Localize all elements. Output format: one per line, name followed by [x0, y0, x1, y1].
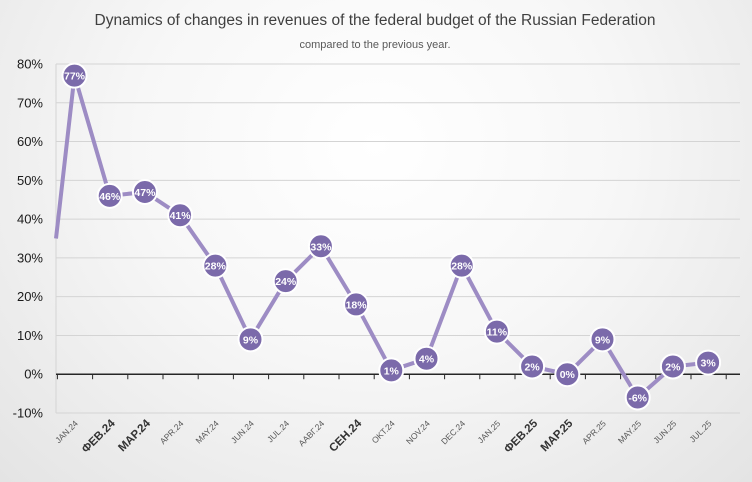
y-tick-label: 60% — [17, 134, 43, 149]
y-tick-label: 30% — [17, 250, 43, 265]
data-label: 33% — [310, 241, 332, 253]
x-tick-label: JAN.25 — [476, 418, 503, 445]
x-tick-label: JUN.24 — [229, 418, 256, 445]
data-point — [96, 182, 123, 209]
x-tick-label: DEC.24 — [439, 418, 467, 446]
x-tick-label: APR.25 — [580, 418, 608, 446]
data-point — [131, 178, 158, 205]
data-label: 28% — [451, 261, 473, 273]
y-axis-ticks: 80% 70% 60% 50% 40% 30% 20% 10% 0% -10% — [13, 57, 44, 421]
y-tick-label: 70% — [17, 95, 43, 110]
y-tick-label: 80% — [17, 57, 43, 72]
data-point — [307, 233, 334, 260]
data-label: 9% — [595, 334, 611, 346]
data-point — [202, 252, 229, 279]
data-label: 4% — [419, 354, 435, 366]
y-tick-label: -10% — [13, 406, 44, 421]
x-tick-label: ФЕВ.24 — [80, 417, 118, 455]
data-label: 0% — [560, 369, 576, 381]
data-point — [448, 252, 475, 279]
data-label: 41% — [170, 210, 192, 222]
y-tick-label: 40% — [17, 212, 43, 227]
chart-subtitle: compared to the previous year. — [299, 39, 450, 51]
data-point — [519, 353, 546, 380]
data-point — [167, 202, 194, 229]
x-tick-label: JUN.25 — [651, 418, 678, 445]
x-tick-label: СЕН.24 — [327, 417, 364, 454]
x-tick-label: JAN.24 — [53, 418, 80, 445]
data-label: 11% — [487, 327, 508, 339]
x-tick-label: NOV.24 — [404, 418, 432, 446]
x-tick-label: JUL.25 — [687, 418, 713, 444]
data-point — [554, 361, 581, 388]
data-label: -6% — [628, 392, 647, 404]
data-label: 47% — [134, 187, 156, 199]
data-point — [624, 384, 651, 411]
data-point — [589, 326, 616, 353]
data-label: 3% — [701, 358, 717, 370]
x-tick-label: МАР.24 — [116, 417, 153, 454]
x-tick-label: JUL.24 — [265, 418, 291, 444]
data-markers: 77% 46% 47% 41% 28% 9% 24% 33% 18% 1% 4% 28% 11% 2% 0%… — [61, 62, 722, 411]
x-tick-label: MAY.24 — [193, 418, 220, 445]
data-label: 18% — [346, 299, 368, 311]
data-label: 1% — [384, 365, 400, 377]
data-point — [378, 357, 405, 384]
data-point — [413, 345, 440, 372]
data-label: 24% — [275, 276, 297, 288]
chart-title: Dynamics of changes in revenues of the f… — [95, 12, 656, 29]
y-tick-label: 10% — [17, 328, 43, 343]
x-tick-label: AABГ.24 — [296, 418, 326, 448]
data-label: 2% — [665, 361, 681, 373]
x-tick-label: МАР.25 — [539, 417, 576, 454]
y-tick-label: 0% — [24, 367, 43, 382]
data-label: 28% — [205, 261, 227, 273]
x-tick-label: APR.24 — [158, 418, 186, 446]
data-point — [659, 353, 686, 380]
data-point — [343, 291, 370, 318]
data-point — [61, 62, 88, 89]
x-tick-label: ФЕВ.25 — [502, 417, 540, 455]
data-point — [272, 268, 299, 295]
data-point — [695, 349, 722, 376]
data-point — [237, 326, 264, 353]
x-tick-label: OKT.24 — [370, 418, 397, 445]
data-point — [483, 318, 510, 345]
data-label: 77% — [64, 71, 86, 83]
x-tick-label: MAY.25 — [616, 418, 643, 445]
y-tick-label: 50% — [17, 173, 43, 188]
data-label: 9% — [243, 334, 259, 346]
y-tick-label: 20% — [17, 289, 43, 304]
data-label: 46% — [99, 191, 121, 203]
data-label: 2% — [525, 361, 541, 373]
